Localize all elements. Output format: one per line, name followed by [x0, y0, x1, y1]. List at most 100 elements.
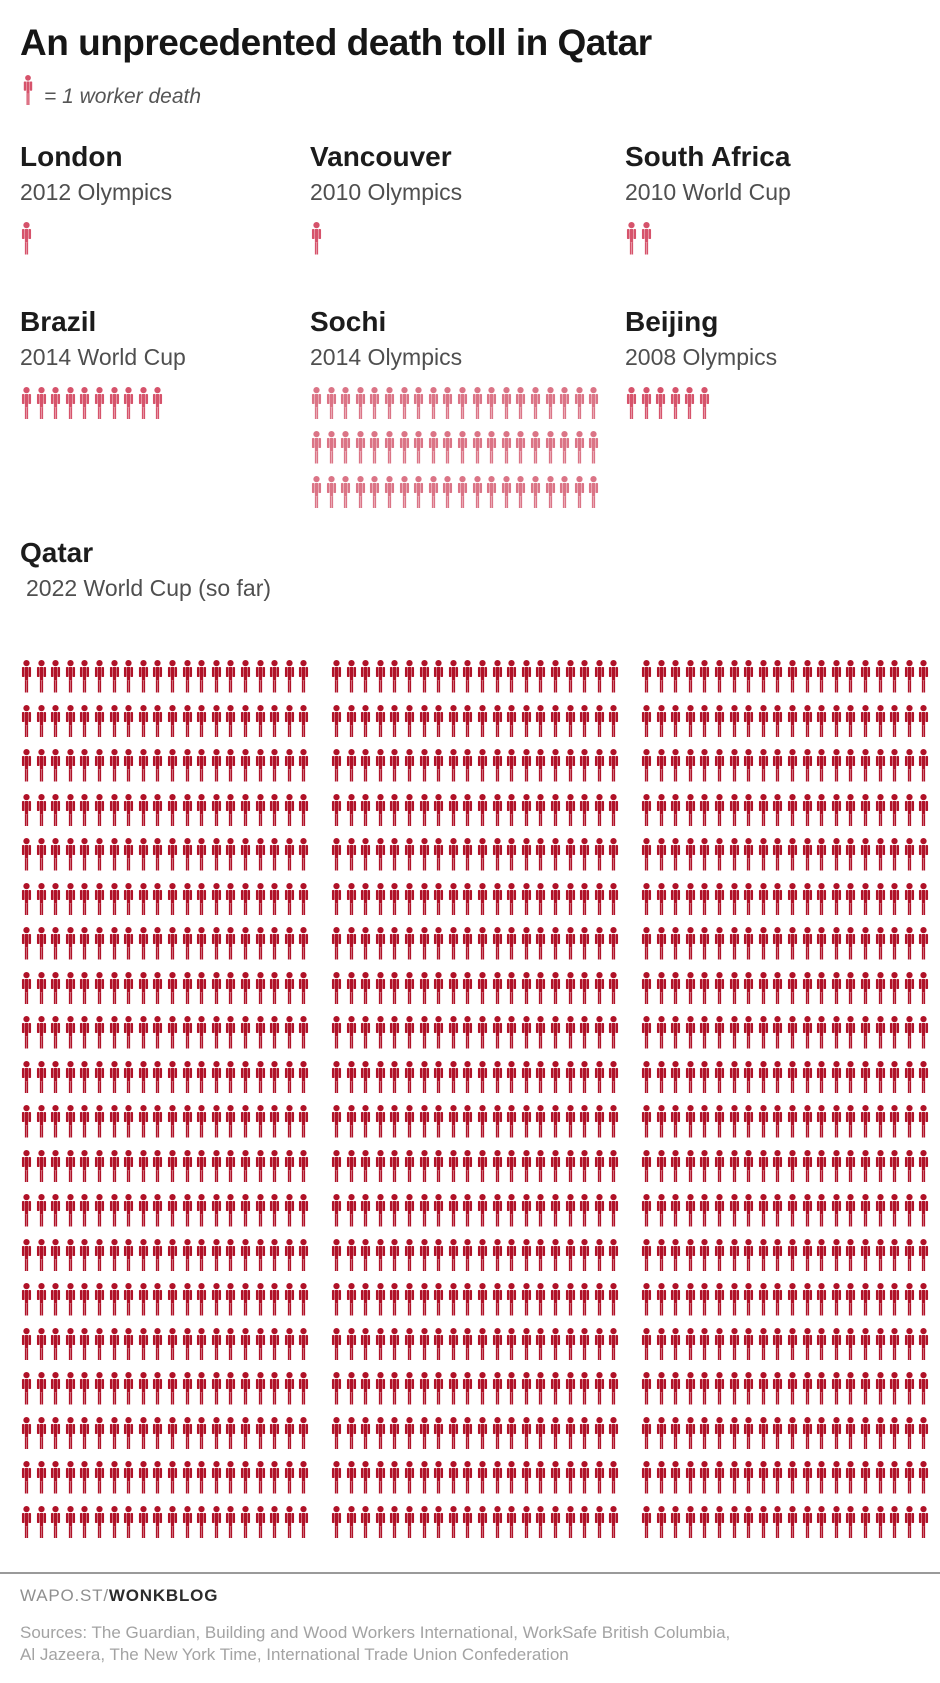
person-icon [656, 793, 666, 826]
person-icon [36, 1060, 46, 1093]
person-icon [472, 431, 482, 464]
person-icon [565, 1372, 575, 1405]
person-icon [671, 1060, 681, 1093]
person-icon [758, 1105, 768, 1138]
pictogram-row [330, 660, 622, 693]
person-icon [536, 1372, 546, 1405]
person-icon [758, 971, 768, 1004]
person-icon [609, 1060, 619, 1093]
person-icon [787, 971, 797, 1004]
person-icon [448, 1194, 458, 1227]
person-icon [404, 1283, 415, 1316]
person-icon [434, 793, 444, 826]
person-icon [758, 838, 768, 871]
person-icon [94, 1372, 105, 1405]
person-icon [361, 1060, 371, 1093]
person-icon [904, 1194, 914, 1227]
person-icon [284, 1505, 294, 1538]
person-icon [51, 1327, 61, 1360]
person-icon [299, 1060, 309, 1093]
person-icon [860, 838, 870, 871]
person-icon [448, 1238, 458, 1271]
person-icon [641, 882, 652, 915]
person-icon [875, 1149, 885, 1182]
person-icon [802, 1060, 812, 1093]
person-icon [831, 971, 841, 1004]
person-icon [670, 386, 680, 419]
pictogram-row [330, 1372, 622, 1405]
person-icon [197, 1238, 207, 1271]
person-icon [270, 927, 280, 960]
person-icon [846, 1416, 856, 1449]
person-icon [565, 704, 575, 737]
person-icon [919, 1461, 929, 1494]
person-icon [448, 1016, 458, 1049]
person-icon [51, 927, 61, 960]
person-icon [831, 1238, 841, 1271]
person-icon [211, 1238, 221, 1271]
person-icon [255, 1505, 265, 1538]
person-icon [589, 475, 599, 508]
person-icon [270, 793, 280, 826]
person-icon [580, 1283, 590, 1316]
person-icon [390, 1194, 400, 1227]
person-icon [594, 704, 604, 737]
person-icon [94, 1105, 105, 1138]
person-icon [404, 882, 415, 915]
person-icon [904, 1505, 914, 1538]
person-icon [846, 1505, 856, 1538]
person-icon [477, 1372, 487, 1405]
person-icon [457, 431, 467, 464]
person-icon [346, 1238, 356, 1271]
person-icon [890, 1149, 900, 1182]
person-icon [609, 1461, 619, 1494]
person-icon [346, 660, 356, 693]
person-icon [434, 1505, 444, 1538]
person-icon [744, 1060, 754, 1093]
person-icon [331, 1238, 342, 1271]
person-icon [80, 793, 90, 826]
person-icon [124, 971, 134, 1004]
event-name: Beijing [625, 305, 719, 337]
person-icon [211, 1194, 221, 1227]
person-icon [860, 793, 870, 826]
person-icon [501, 386, 511, 419]
person-icon [284, 1461, 294, 1494]
person-icon [530, 386, 540, 419]
person-icon [919, 1149, 929, 1182]
person-icon [507, 704, 517, 737]
person-icon [255, 749, 265, 782]
person-icon [240, 838, 250, 871]
person-icon [138, 1060, 148, 1093]
person-icon [197, 1505, 207, 1538]
person-icon [240, 1060, 250, 1093]
person-icon [580, 1372, 590, 1405]
person-icon [255, 660, 265, 693]
pictogram-group [640, 1105, 932, 1316]
person-icon [375, 1416, 385, 1449]
person-icon [574, 386, 584, 419]
person-icon [904, 1238, 914, 1271]
person-icon [375, 1461, 385, 1494]
person-icon [299, 793, 309, 826]
pictogram-row [310, 386, 625, 419]
person-icon [641, 793, 652, 826]
person-icon [802, 1194, 812, 1227]
person-icon [875, 1505, 885, 1538]
person-icon [124, 1283, 134, 1316]
person-icon [580, 1327, 590, 1360]
person-icon [36, 1372, 46, 1405]
person-icon [550, 882, 560, 915]
person-icon [434, 927, 444, 960]
person-icon [860, 882, 870, 915]
person-icon [904, 793, 914, 826]
person-icon [729, 793, 739, 826]
person-icon [744, 749, 754, 782]
person-icon [580, 1016, 590, 1049]
person-icon [390, 1327, 400, 1360]
person-icon [831, 1505, 841, 1538]
person-icon [124, 1016, 134, 1049]
pictogram-row [640, 1060, 932, 1093]
person-icon [875, 1283, 885, 1316]
person-icon [182, 1016, 192, 1049]
